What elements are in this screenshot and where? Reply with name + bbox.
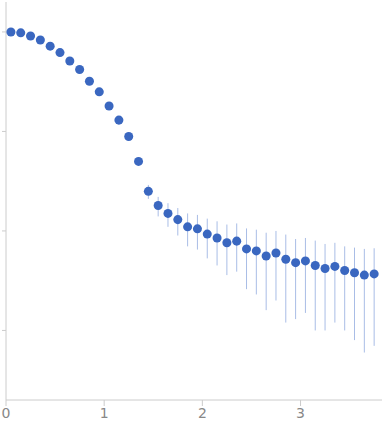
svg-text:3: 3 — [296, 405, 305, 421]
svg-text:1: 1 — [100, 405, 109, 421]
svg-text:0: 0 — [8, 405, 10, 421]
svg-text:2: 2 — [198, 405, 207, 421]
